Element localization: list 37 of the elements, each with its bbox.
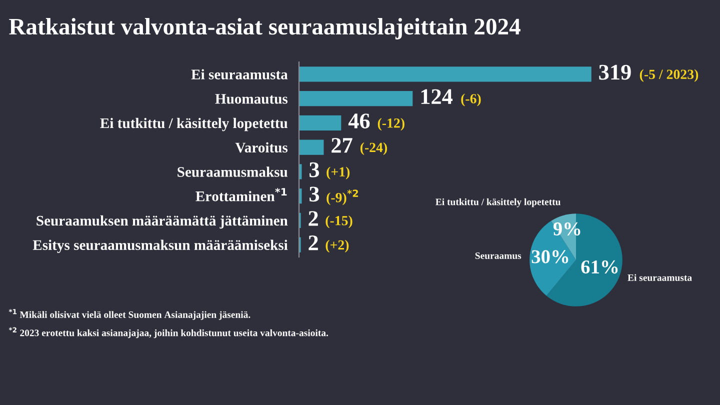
chart-title: Ratkaistut valvonta-asiat seuraamuslajeittain 2024 xyxy=(9,18,520,40)
annotation: (-9)$^{*2}$ xyxy=(326,190,358,206)
text: $^{*2}$ 2023 erotettu kaksi asianajajaa, joihin kohdistunut useita valvonta-asioita. xyxy=(8,327,328,338)
data-label: 61% xyxy=(581,260,618,274)
data-label: 9% xyxy=(553,222,580,236)
annotation: (+1) xyxy=(326,166,350,180)
data-label: 3 xyxy=(310,162,320,178)
data-label: 319 xyxy=(599,64,631,80)
y-tick-label: Erottaminen$^{*1}$ xyxy=(196,188,287,202)
annotation: (-15) xyxy=(326,216,352,228)
data-label: 3 xyxy=(310,186,320,202)
bar xyxy=(299,115,342,130)
y-tick-label: Esitys seuraamusmaksun määräämiseksi xyxy=(32,240,288,254)
data-label: 27 xyxy=(332,138,352,153)
text: $^{*1}$ Mikäli olisivat vielä olleet Suomen Asianajajien jäseniä. xyxy=(8,309,250,320)
slice-label: Ei tutkittu / käsittely lopetettu xyxy=(436,198,560,208)
y-tick-label: Huomautus xyxy=(215,94,288,104)
bar xyxy=(299,140,324,155)
data-label: 2 xyxy=(308,235,318,250)
data-label: 124 xyxy=(421,89,453,104)
y-tick-label: Varoitus xyxy=(235,142,288,153)
annotation: (-12) xyxy=(378,118,404,131)
bar xyxy=(299,91,413,106)
y-tick-label: Seuraamuksen määräämättä jättäminen xyxy=(36,215,288,229)
y-tick-label: Ei seuraamusta xyxy=(191,69,288,80)
data-label: 2 xyxy=(308,211,318,226)
y-tick-label: Seuraamusmaksu xyxy=(178,166,288,177)
annotation: (-6) xyxy=(461,94,481,106)
data-label: 46 xyxy=(348,114,370,128)
annotation: (-24) xyxy=(360,142,388,155)
text: (-5 / 2023) xyxy=(640,69,698,82)
slice-label: Seuraamus xyxy=(475,252,522,260)
slice-label: Ei seuraamusta xyxy=(628,274,692,282)
annotation: (+2) xyxy=(326,240,349,252)
data-label: 30% xyxy=(532,250,568,264)
bar xyxy=(299,66,592,82)
y-tick-label: Ei tutkittu / käsittely lopetettu xyxy=(100,118,288,132)
